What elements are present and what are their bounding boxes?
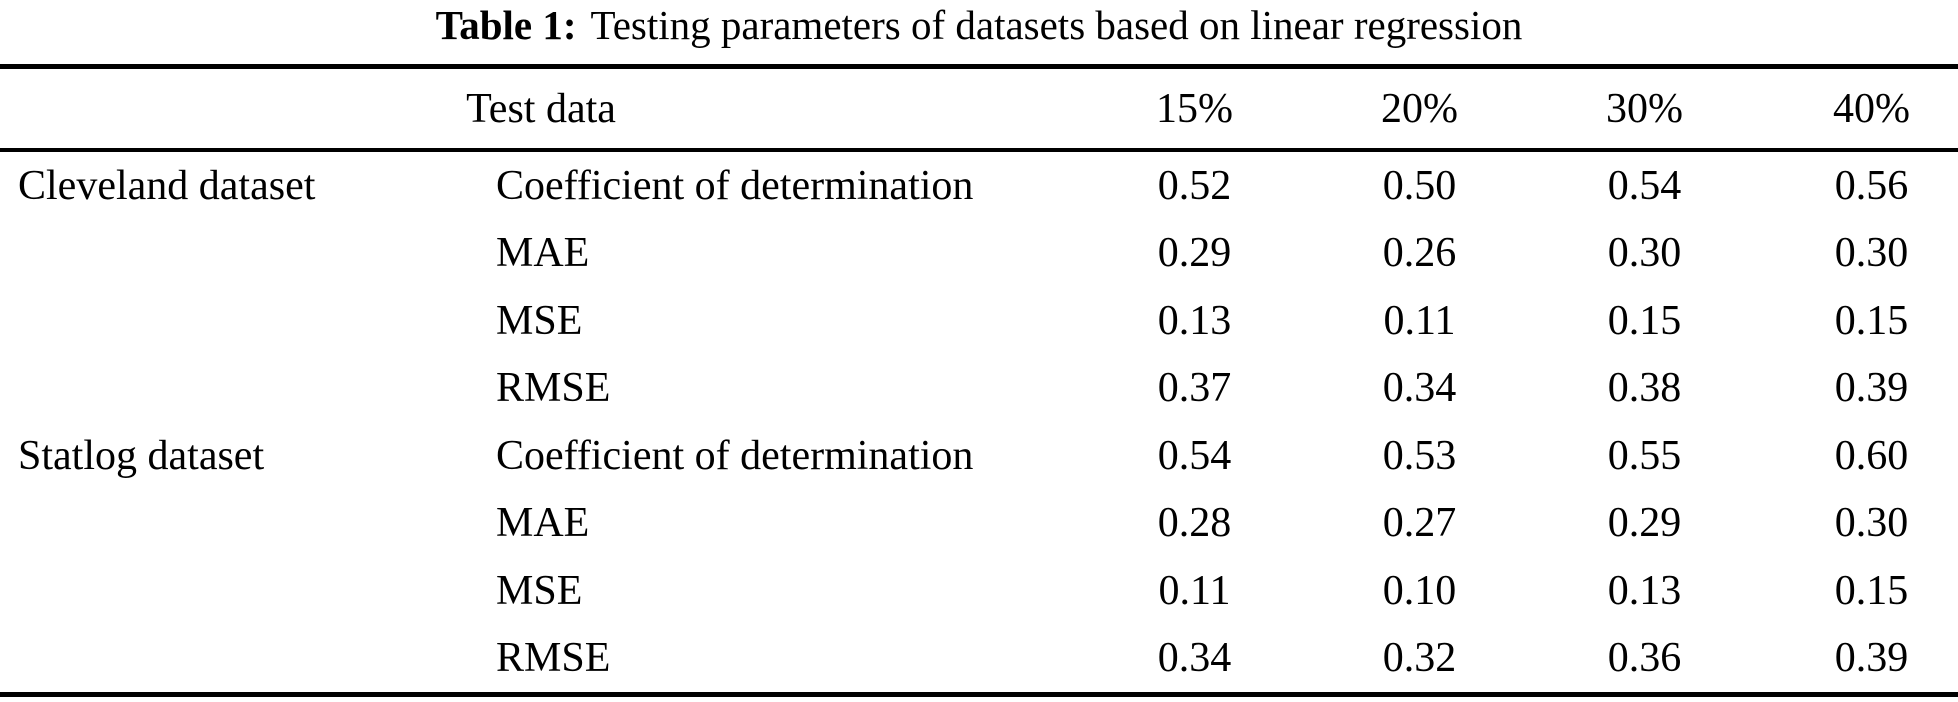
value-cell: 0.38 [1607,365,1682,412]
value-cell: 0.15 [1834,567,1909,614]
value-cell: 0.30 [1834,500,1909,547]
metric-cell: Coefficient of determination [496,162,974,209]
table-header: Test data 15% 20% 30% 40% [0,66,1958,152]
dataset-cell [0,355,470,423]
value-cell: 0.32 [1382,635,1457,682]
table-caption-label: Table 1: [435,2,577,48]
value-cell: 0.13 [1607,567,1682,614]
results-table: Test data 15% 20% 30% 40% Cleveland data… [0,64,1958,697]
table-caption: Table 1: Testing parameters of datasets … [0,0,1958,64]
test-data-header: Test data [0,66,1082,152]
dataset-cell: Statlog dataset [18,432,265,479]
value-cell: 0.36 [1607,635,1682,682]
value-cell: 0.34 [1157,635,1232,682]
value-cell: 0.29 [1607,500,1682,547]
table-row: MAE 0.28 0.27 0.29 0.30 [0,490,1958,558]
metric-cell: MSE [496,567,583,614]
table-caption-text: Testing parameters of datasets based on … [590,2,1523,48]
value-cell: 0.30 [1607,230,1682,277]
metric-cell: MAE [496,500,590,547]
table-row: MAE 0.29 0.26 0.30 0.30 [0,220,1958,288]
value-cell: 0.15 [1834,297,1909,344]
value-cell: 0.54 [1157,432,1232,479]
table-row: MSE 0.11 0.10 0.13 0.15 [0,557,1958,625]
table-row: MSE 0.13 0.11 0.15 0.15 [0,287,1958,355]
dataset-cell [0,220,470,288]
value-cell: 0.37 [1157,365,1232,412]
dataset-cell: Cleveland dataset [18,162,316,209]
value-cell: 0.13 [1157,297,1232,344]
value-cell: 0.39 [1834,635,1909,682]
value-cell: 0.27 [1382,500,1457,547]
dataset-cell [0,490,470,558]
value-cell: 0.15 [1607,297,1682,344]
value-cell: 0.56 [1834,162,1909,209]
value-cell: 0.55 [1607,432,1682,479]
metric-cell: Coefficient of determination [496,432,974,479]
metric-cell: RMSE [496,635,611,682]
value-cell: 0.50 [1382,162,1457,209]
table-row: RMSE 0.34 0.32 0.36 0.39 [0,625,1958,695]
value-cell: 0.52 [1157,162,1232,209]
metric-cell: RMSE [496,365,611,412]
metric-cell: MAE [496,230,590,277]
value-cell: 0.54 [1607,162,1682,209]
column-header-30: 30% [1532,66,1757,152]
value-cell: 0.30 [1834,230,1909,277]
value-cell: 0.39 [1834,365,1909,412]
table-row: Statlog dataset Coefficient of determinat… [0,422,1958,490]
value-cell: 0.34 [1382,365,1457,412]
table-row: RMSE 0.37 0.34 0.38 0.39 [0,355,1958,423]
value-cell: 0.28 [1157,500,1232,547]
value-cell: 0.60 [1834,432,1909,479]
table-row: Cleveland dataset Coefficient of determin… [0,150,1958,220]
table-body: Cleveland dataset Coefficient of determin… [0,150,1958,695]
dataset-cell [0,287,470,355]
value-cell: 0.26 [1382,230,1457,277]
value-cell: 0.29 [1157,230,1232,277]
dataset-cell [0,625,470,695]
column-header-20: 20% [1307,66,1532,152]
value-cell: 0.10 [1382,567,1457,614]
metric-cell: MSE [496,297,583,344]
value-cell: 0.11 [1383,297,1456,344]
header-row: Test data 15% 20% 30% 40% [0,66,1958,152]
column-header-40: 40% [1757,66,1958,152]
column-header-15: 15% [1082,66,1307,152]
value-cell: 0.53 [1382,432,1457,479]
value-cell: 0.11 [1158,567,1231,614]
dataset-cell [0,557,470,625]
